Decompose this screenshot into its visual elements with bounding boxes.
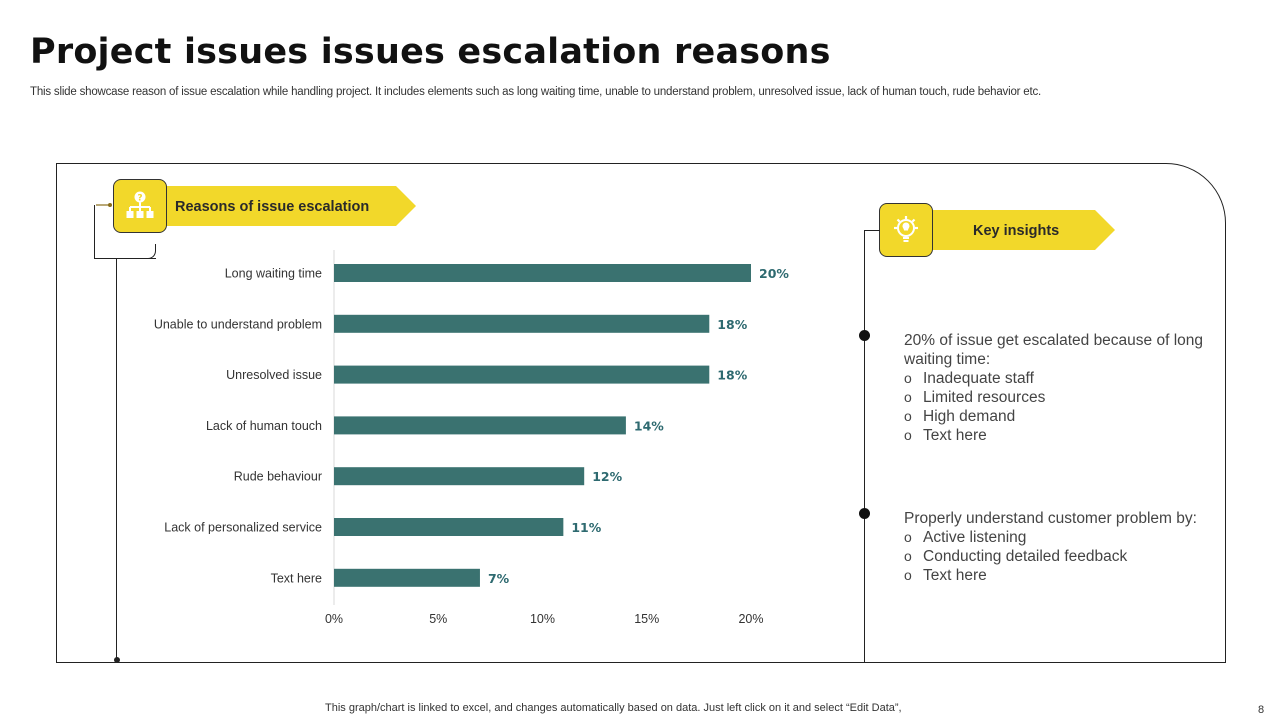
insight-2-dot bbox=[859, 508, 870, 519]
chart-category-label: Lack of personalized service bbox=[164, 521, 322, 535]
insight-2-list: Active listening Conducting detailed fee… bbox=[904, 528, 1204, 585]
chart-category-label: Unresolved issue bbox=[226, 368, 322, 382]
chart-data-label: 18% bbox=[717, 317, 747, 332]
insight-block-1: 20% of issue get escalated because of lo… bbox=[904, 331, 1204, 445]
chart-x-tick-label: 0% bbox=[325, 612, 343, 626]
insight-1-list: Inadequate staff Limited resources High … bbox=[904, 369, 1204, 445]
insight-1-item: Inadequate staff bbox=[904, 369, 1204, 388]
chart-bar bbox=[334, 467, 584, 485]
chart-data-label: 14% bbox=[634, 418, 664, 433]
chart-x-tick-label: 15% bbox=[634, 612, 659, 626]
chart-x-tick-label: 20% bbox=[738, 612, 763, 626]
insight-1-item: Limited resources bbox=[904, 388, 1204, 407]
chart-bar bbox=[334, 315, 709, 333]
chart-category-label: Long waiting time bbox=[225, 267, 322, 281]
chart-data-label: 12% bbox=[592, 469, 622, 484]
chart-bar bbox=[334, 569, 480, 587]
insight-1-item: High demand bbox=[904, 407, 1204, 426]
insight-2-item: Conducting detailed feedback bbox=[904, 547, 1204, 566]
chart-data-label: 18% bbox=[717, 368, 747, 383]
chart-bar bbox=[334, 264, 751, 282]
insights-line-tick bbox=[864, 230, 880, 231]
insight-2-heading: Properly understand customer problem by: bbox=[904, 509, 1204, 528]
chart-bar bbox=[334, 518, 563, 536]
chart-bar bbox=[334, 366, 709, 384]
chart-category-label: Lack of human touch bbox=[206, 419, 322, 433]
insight-1-heading: 20% of issue get escalated because of lo… bbox=[904, 331, 1204, 369]
insight-2-item: Active listening bbox=[904, 528, 1204, 547]
chart-data-label: 7% bbox=[488, 571, 510, 586]
chart-x-tick-label: 5% bbox=[429, 612, 447, 626]
chart-data-label: 20% bbox=[759, 266, 789, 281]
chart-category-label: Unable to understand problem bbox=[154, 317, 322, 331]
chart-x-tick-label: 10% bbox=[530, 612, 555, 626]
insight-2-item: Text here bbox=[904, 566, 1204, 585]
chart-category-label: Rude behaviour bbox=[234, 470, 322, 484]
insight-1-dot bbox=[859, 330, 870, 341]
insight-1-item: Text here bbox=[904, 426, 1204, 445]
chart-bar bbox=[334, 416, 626, 434]
page-number: 8 bbox=[1258, 704, 1264, 716]
chart-category-label: Text here bbox=[271, 571, 322, 585]
chart-data-label: 11% bbox=[571, 520, 601, 535]
footer-note: This graph/chart is linked to excel, and… bbox=[325, 702, 902, 714]
insight-block-2: Properly understand customer problem by:… bbox=[904, 509, 1204, 585]
insights-line bbox=[864, 230, 865, 662]
